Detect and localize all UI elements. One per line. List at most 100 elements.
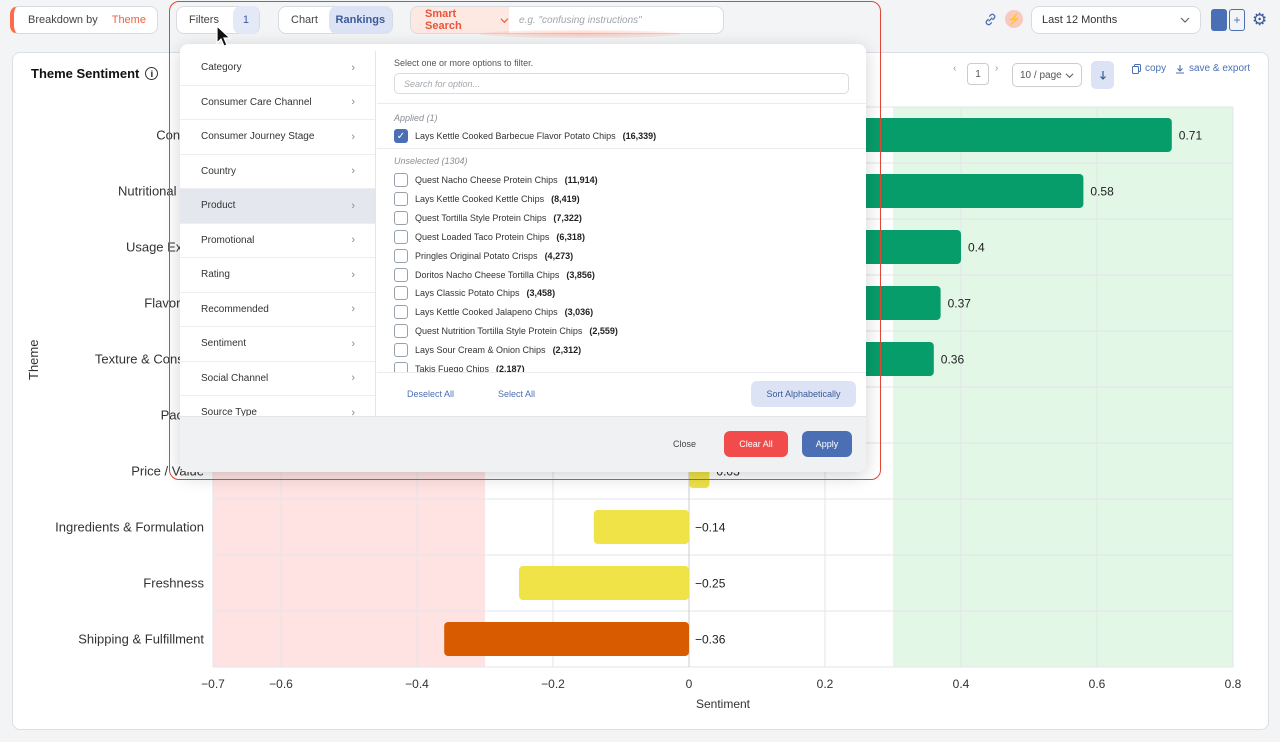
checkbox-checked[interactable]: ✓ (394, 129, 408, 143)
filter-category-item[interactable]: Category › (180, 51, 375, 86)
view-rankings-button[interactable]: Rankings (328, 6, 392, 34)
filter-category-item[interactable]: Sentiment › (180, 327, 375, 362)
checkbox[interactable] (394, 248, 408, 263)
card-title: Theme Sentiment i (31, 66, 159, 81)
dashboard-color-swatch[interactable] (1211, 9, 1227, 31)
y-category-label: Texture & Consiste (95, 352, 204, 367)
deselect-all-button[interactable]: Deselect All (407, 389, 455, 399)
clear-all-button[interactable]: Clear All (724, 431, 788, 457)
page-next-button[interactable]: › (995, 63, 999, 74)
chevron-right-icon: › (351, 130, 355, 143)
page-prev-button[interactable]: ‹ (953, 63, 957, 74)
filter-category-item[interactable]: Social Channel › (180, 362, 375, 396)
sort-direction-button[interactable] (1091, 61, 1114, 89)
copy-button[interactable]: copy (1132, 63, 1166, 74)
date-range-select[interactable]: Last 12 Months (1031, 6, 1201, 34)
filter-category-item[interactable]: Recommended › (180, 293, 375, 327)
option-item[interactable]: Lays Sour Cream & Onion Chips (2,312) (394, 343, 581, 358)
filter-options: Select one or more options to filter. Se… (377, 44, 866, 416)
smart-search-input[interactable]: e.g. "confusing instructions" (519, 14, 642, 26)
sort-alphabetically-button[interactable]: Sort Alphabetically (751, 381, 856, 407)
checkbox[interactable] (394, 324, 408, 339)
filters-button[interactable]: Filters 1 (176, 6, 260, 34)
chevron-right-icon: › (351, 406, 355, 417)
filter-category-item[interactable]: Consumer Journey Stage › (180, 120, 375, 155)
link-icon[interactable] (981, 10, 999, 28)
option-item[interactable]: ✓ Lays Kettle Cooked Barbecue Flavor Pota… (394, 129, 656, 143)
unselected-header: Unselected (1304) (394, 156, 468, 166)
filter-panel: Category › Consumer Care Channel › Consumer … (180, 44, 866, 472)
option-label: Lays Kettle Cooked Jalapeno Chips (415, 307, 558, 318)
checkbox[interactable] (394, 267, 408, 282)
apply-button[interactable]: Apply (802, 431, 852, 457)
checkbox[interactable] (394, 305, 408, 320)
chevron-right-icon: › (351, 372, 355, 385)
chevron-down-icon (1065, 72, 1074, 78)
breakdown-selector[interactable]: Breakdown by Theme (10, 6, 158, 34)
option-item[interactable]: Quest Nutrition Tortilla Style Protein C… (394, 324, 618, 339)
option-label: Lays Classic Potato Chips (415, 288, 520, 299)
view-chart-button[interactable]: Chart (291, 14, 318, 26)
option-search-input[interactable]: Search for option... (394, 73, 849, 94)
option-count: (2,187) (496, 364, 525, 374)
divider (377, 148, 866, 149)
option-label: Quest Loaded Taco Protein Chips (415, 231, 550, 242)
checkbox[interactable] (394, 286, 408, 301)
option-item[interactable]: Quest Nacho Cheese Protein Chips (11,914) (394, 173, 598, 187)
filter-category-item[interactable]: Product › (180, 189, 375, 224)
add-button[interactable]: + (1229, 9, 1245, 31)
option-count: (8,419) (551, 193, 580, 204)
chevron-right-icon: › (351, 337, 355, 350)
option-item[interactable]: Pringles Original Potato Crisps (4,273) (394, 248, 574, 263)
arrow-down-icon (1099, 71, 1106, 80)
option-count: (11,914) (564, 175, 598, 185)
download-icon (1176, 64, 1184, 74)
filter-category-item[interactable]: Rating › (180, 258, 375, 293)
y-axis-label: Theme (26, 339, 41, 380)
info-icon[interactable]: i (145, 67, 159, 80)
close-button[interactable]: Close (673, 439, 697, 449)
copy-label: copy (1145, 63, 1167, 74)
checkbox[interactable] (394, 229, 408, 244)
page-number[interactable]: 1 (967, 63, 989, 85)
option-count: (4,273) (544, 250, 574, 261)
chevron-right-icon: › (351, 268, 355, 281)
option-item[interactable]: Lays Kettle Cooked Kettle Chips (8,419) (394, 191, 580, 206)
checkbox[interactable] (394, 191, 408, 206)
filter-category-label: Consumer Journey Stage (201, 131, 315, 143)
filter-category-item[interactable]: Country › (180, 155, 375, 189)
bar-value-label: −0.36 (695, 633, 726, 647)
option-count: (3,856) (566, 269, 595, 280)
option-item[interactable]: Quest Tortilla Style Protein Chips (7,322… (394, 210, 582, 225)
bar-value-label: 0.37 (948, 297, 972, 311)
checkbox[interactable] (394, 343, 408, 358)
filters-label: Filters (189, 14, 219, 26)
select-all-button[interactable]: Select All (498, 389, 536, 399)
filter-category-item[interactable]: Source Type › (180, 396, 375, 417)
chevron-right-icon: › (351, 303, 355, 316)
checkbox[interactable] (394, 210, 408, 225)
bar-value-label: 0.71 (1179, 129, 1203, 143)
option-count: (16,339) (622, 131, 657, 141)
option-count: (3,036) (564, 307, 594, 318)
save-export-button[interactable]: save & export (1175, 63, 1250, 74)
smart-search-mode-button[interactable]: Smart Search (411, 7, 509, 33)
option-item[interactable]: Lays Kettle Cooked Jalapeno Chips (3,036) (394, 305, 594, 320)
page-size-select[interactable]: 10 / page (1012, 63, 1082, 87)
option-item[interactable]: Lays Classic Potato Chips (3,458) (394, 286, 555, 301)
x-tick-label: 0.2 (817, 677, 834, 691)
option-count: (6,318) (556, 231, 585, 242)
option-item[interactable]: Quest Loaded Taco Protein Chips (6,318) (394, 229, 585, 244)
filter-category-label: Rating (201, 269, 230, 281)
gear-icon[interactable]: ⚙ (1252, 10, 1268, 29)
filter-category-item[interactable]: Consumer Care Channel › (180, 86, 375, 120)
checkbox[interactable] (394, 173, 408, 187)
chevron-right-icon: › (351, 234, 355, 247)
y-category-label: Ingredients & Formulation (55, 520, 204, 535)
option-item[interactable]: Doritos Nacho Cheese Tortilla Chips (3,85… (394, 267, 595, 282)
x-tick-label: 0.6 (1089, 677, 1106, 691)
chevron-down-icon (1180, 17, 1190, 23)
smart-search-glow (480, 30, 680, 38)
filter-category-item[interactable]: Promotional › (180, 224, 375, 258)
bolt-icon[interactable]: ⚡ (1005, 10, 1023, 28)
